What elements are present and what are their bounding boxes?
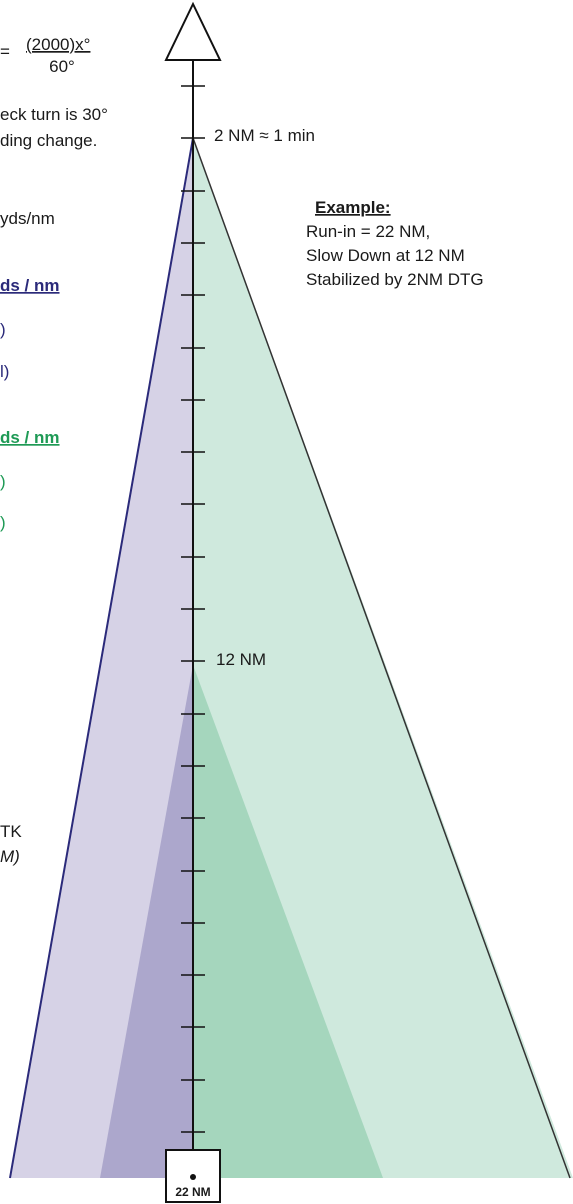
yds-per-nm-label: yds/nm — [0, 209, 55, 228]
formula-equals: = — [0, 42, 10, 61]
lower-left-line1: TK — [0, 822, 22, 841]
navy-header: ds / nm — [0, 276, 60, 295]
example-heading: Example: — [315, 198, 391, 217]
formula-numerator: (2000)x° — [26, 35, 90, 54]
green-header: ds / nm — [0, 428, 60, 447]
label-12nm: 12 NM — [216, 650, 266, 669]
right-edge-line — [192, 137, 571, 1179]
check-turn-line2: ding change. — [0, 131, 97, 150]
start-point-dot — [190, 1174, 196, 1180]
lower-left-line2: M) — [0, 847, 20, 866]
right-inner-wedge — [193, 665, 383, 1178]
formula-denominator: 60° — [49, 57, 75, 76]
navy-line-2: l) — [0, 362, 9, 381]
green-line-2: ) — [0, 513, 6, 532]
example-line-1: Run-in = 22 NM, — [306, 222, 430, 241]
top-triangle-marker — [164, 1, 222, 61]
example-line-3: Stabilized by 2NM DTG — [306, 270, 484, 289]
check-turn-line1: eck turn is 30° — [0, 105, 108, 124]
example-line-2: Slow Down at 12 NM — [306, 246, 465, 265]
axis-ticks — [181, 85, 205, 1133]
start-box-label: 22 NM — [175, 1185, 210, 1199]
green-line-1: ) — [0, 472, 6, 491]
label-2nm: 2 NM ≈ 1 min — [214, 126, 315, 145]
left-inner-wedge — [100, 665, 193, 1178]
navy-line-1: ) — [0, 320, 6, 339]
left-edge-line — [9, 137, 194, 1179]
